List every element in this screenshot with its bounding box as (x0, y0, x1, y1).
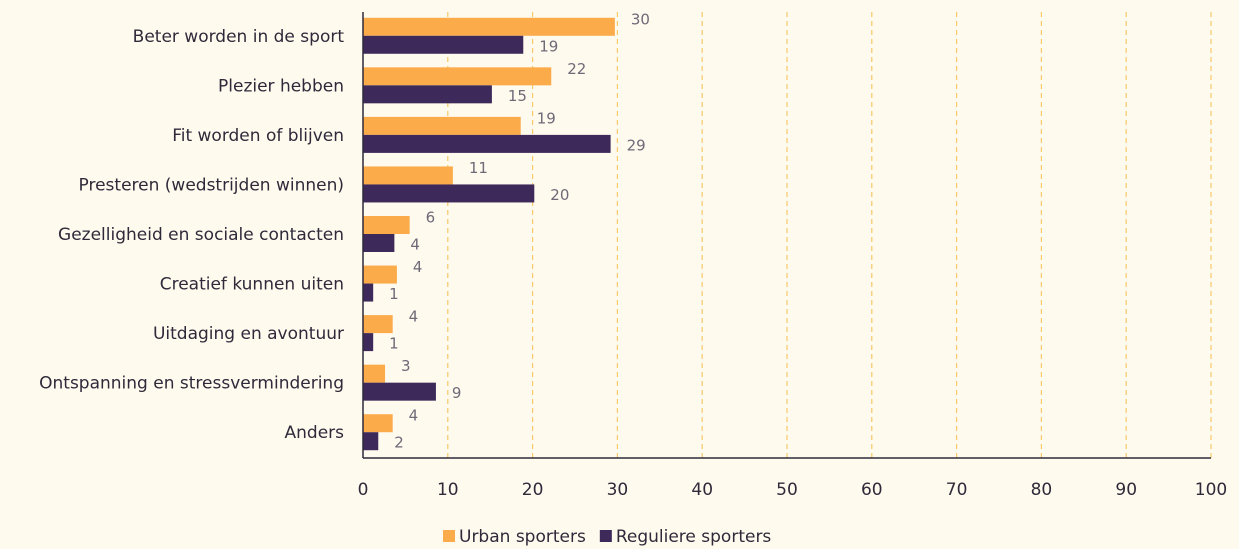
value-label: 4 (409, 308, 419, 326)
x-tick-label: 20 (522, 480, 544, 500)
value-label: 6 (426, 209, 436, 227)
legend-label: Urban sporters (459, 527, 586, 547)
value-label: 3 (401, 357, 411, 375)
legend-swatch (443, 530, 455, 542)
bar (363, 283, 374, 302)
x-tick-label: 50 (776, 480, 798, 500)
value-label: 1 (389, 335, 399, 353)
category-label: Uitdaging en avontuur (153, 324, 344, 344)
bar (363, 35, 524, 54)
category-label: Plezier hebben (218, 76, 344, 96)
category-label: Fit worden of blijven (172, 126, 344, 146)
value-label: 4 (413, 258, 423, 276)
bar (363, 315, 393, 334)
x-tick-label: 10 (437, 480, 459, 500)
value-label: 19 (539, 37, 558, 55)
value-label: 29 (627, 136, 646, 154)
legend-swatch (599, 530, 612, 542)
category-label: Anders (285, 423, 345, 443)
x-tick-label: 0 (358, 480, 369, 500)
bar (363, 382, 436, 401)
bar (363, 234, 395, 252)
bar (363, 116, 521, 135)
value-label: 4 (410, 236, 420, 254)
x-tick-label: 80 (1031, 480, 1053, 500)
value-label: 4 (409, 407, 419, 425)
bar (363, 134, 611, 153)
x-tick-label: 30 (607, 480, 629, 500)
x-tick-label: 100 (1195, 480, 1227, 500)
value-label: 22 (567, 60, 586, 78)
x-tick-label: 70 (946, 480, 968, 500)
bar (363, 216, 410, 234)
category-label: Presteren (wedstrijden winnen) (79, 175, 344, 195)
x-tick-label: 40 (691, 480, 713, 500)
value-label: 2 (394, 434, 404, 452)
value-label: 20 (550, 186, 569, 204)
bar (363, 265, 397, 284)
category-label: Ontspanning en stressvermindering (39, 374, 344, 394)
value-label: 9 (452, 384, 462, 402)
bar (363, 414, 393, 433)
legend-label: Reguliere sporters (616, 527, 772, 547)
value-label: 19 (537, 109, 556, 127)
category-label: Creatief kunnen uiten (160, 275, 344, 295)
bar (363, 333, 374, 352)
value-label: 1 (389, 285, 399, 303)
x-tick-label: 90 (1115, 480, 1137, 500)
bar (363, 184, 535, 203)
bar (363, 432, 379, 451)
bar (363, 17, 615, 36)
bar (363, 364, 386, 383)
value-label: 11 (469, 159, 488, 177)
value-label: 15 (508, 87, 527, 105)
bar (363, 166, 453, 185)
bar (363, 85, 492, 104)
category-label: Beter worden in de sport (133, 27, 345, 47)
bar (363, 67, 552, 86)
x-tick-label: 60 (861, 480, 883, 500)
category-label: Gezelligheid en sociale contacten (58, 225, 344, 245)
value-label: 30 (631, 10, 650, 28)
